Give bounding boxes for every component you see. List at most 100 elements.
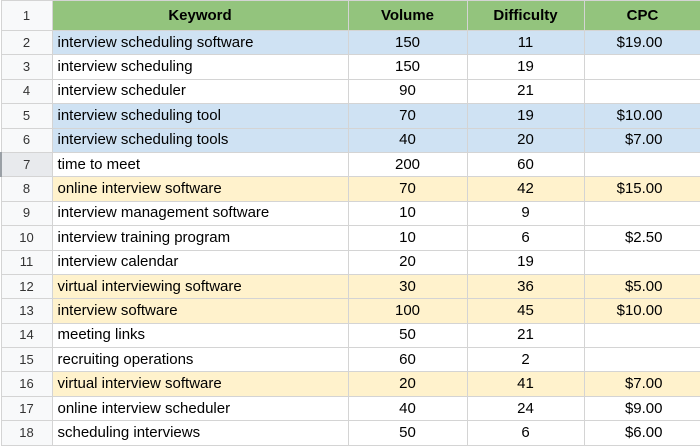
cpc-cell[interactable] <box>583 54 700 80</box>
volume-cell[interactable]: 50 <box>347 420 468 446</box>
volume-cell[interactable]: 20 <box>347 371 468 397</box>
difficulty-cell[interactable]: 6 <box>466 225 585 251</box>
cpc-cell[interactable]: $7.00 <box>583 127 700 153</box>
cpc-cell[interactable] <box>583 151 700 178</box>
keyword-cell[interactable]: online interview scheduler <box>51 395 349 422</box>
cpc-cell[interactable] <box>583 249 700 275</box>
table-row: 18 scheduling interviews 50 6 $6.00 <box>0 420 700 446</box>
difficulty-cell[interactable]: 11 <box>466 29 585 56</box>
cpc-cell[interactable] <box>583 322 700 349</box>
keyword-cell[interactable]: time to meet <box>51 151 349 178</box>
row-header[interactable]: 11 <box>0 249 53 275</box>
table-row: 6 interview scheduling tools 40 20 $7.00 <box>0 127 700 153</box>
row-header[interactable]: 17 <box>0 395 53 422</box>
row-header[interactable]: 5 <box>0 103 53 129</box>
row-header[interactable]: 16 <box>0 371 53 397</box>
cpc-cell[interactable] <box>583 78 700 105</box>
keyword-cell[interactable]: online interview software <box>51 176 349 202</box>
row-header[interactable]: 7 <box>0 151 53 178</box>
volume-cell[interactable]: 150 <box>347 29 468 56</box>
volume-cell[interactable]: 30 <box>347 273 468 300</box>
keyword-cell[interactable]: interview scheduling tool <box>51 103 349 129</box>
volume-cell[interactable]: 60 <box>347 347 468 373</box>
row-header[interactable]: 4 <box>0 78 53 105</box>
difficulty-cell[interactable]: 42 <box>466 176 585 202</box>
header-volume[interactable]: Volume <box>347 0 468 31</box>
volume-cell[interactable]: 10 <box>347 200 468 227</box>
row-header[interactable]: 8 <box>0 176 53 202</box>
header-difficulty[interactable]: Difficulty <box>466 0 585 31</box>
row-header[interactable]: 10 <box>0 225 53 251</box>
volume-cell[interactable]: 150 <box>347 54 468 80</box>
keyword-cell[interactable]: interview scheduling tools <box>51 127 349 153</box>
row-header[interactable]: 18 <box>0 420 53 446</box>
table-row: 13 interview software 100 45 $10.00 <box>0 298 700 324</box>
row-header[interactable]: 2 <box>0 29 53 56</box>
row-header[interactable]: 9 <box>0 200 53 227</box>
volume-cell[interactable]: 90 <box>347 78 468 105</box>
keyword-cell[interactable]: interview training program <box>51 225 349 251</box>
keyword-cell[interactable]: interview scheduling software <box>51 29 349 56</box>
keyword-cell[interactable]: interview calendar <box>51 249 349 275</box>
table-row: 4 interview scheduler 90 21 <box>0 78 700 105</box>
difficulty-cell[interactable]: 21 <box>466 78 585 105</box>
cpc-cell[interactable] <box>583 347 700 373</box>
difficulty-cell[interactable]: 2 <box>466 347 585 373</box>
volume-cell[interactable]: 50 <box>347 322 468 349</box>
header-keyword[interactable]: Keyword <box>51 0 349 31</box>
row-header[interactable]: 15 <box>0 347 53 373</box>
volume-cell[interactable]: 70 <box>347 103 468 129</box>
volume-cell[interactable]: 40 <box>347 395 468 422</box>
keyword-cell[interactable]: virtual interview software <box>51 371 349 397</box>
keyword-cell[interactable]: interview software <box>51 298 349 324</box>
row-header[interactable]: 14 <box>0 322 53 349</box>
keyword-cell[interactable]: interview scheduling <box>51 54 349 80</box>
keyword-cell[interactable]: meeting links <box>51 322 349 349</box>
cpc-cell[interactable]: $15.00 <box>583 176 700 202</box>
volume-cell[interactable]: 20 <box>347 249 468 275</box>
cpc-cell[interactable] <box>583 200 700 227</box>
keyword-cell[interactable]: virtual interviewing software <box>51 273 349 300</box>
difficulty-cell[interactable]: 41 <box>466 371 585 397</box>
table-row: 14 meeting links 50 21 <box>0 322 700 349</box>
difficulty-cell[interactable]: 24 <box>466 395 585 422</box>
table-row: 2 interview scheduling software 150 11 $19.0… <box>0 29 700 56</box>
volume-cell[interactable]: 40 <box>347 127 468 153</box>
difficulty-cell[interactable]: 20 <box>466 127 585 153</box>
volume-cell[interactable]: 10 <box>347 225 468 251</box>
cpc-cell[interactable]: $10.00 <box>583 103 700 129</box>
keyword-cell[interactable]: interview management software <box>51 200 349 227</box>
volume-cell[interactable]: 70 <box>347 176 468 202</box>
keyword-cell[interactable]: recruiting operations <box>51 347 349 373</box>
cpc-cell[interactable]: $6.00 <box>583 420 700 446</box>
cpc-cell[interactable]: $9.00 <box>583 395 700 422</box>
difficulty-cell[interactable]: 60 <box>466 151 585 178</box>
cpc-cell[interactable]: $7.00 <box>583 371 700 397</box>
row-header[interactable]: 12 <box>0 273 53 300</box>
difficulty-cell[interactable]: 19 <box>466 103 585 129</box>
table-row: 7 time to meet 200 60 <box>0 151 700 178</box>
table-row: 9 interview management software 10 9 <box>0 200 700 227</box>
row-header[interactable]: 1 <box>0 0 53 31</box>
header-row: 1 Keyword Volume Difficulty CPC <box>0 0 700 31</box>
difficulty-cell[interactable]: 19 <box>466 249 585 275</box>
table-row: 17 online interview scheduler 40 24 $9.00 <box>0 395 700 422</box>
difficulty-cell[interactable]: 9 <box>466 200 585 227</box>
volume-cell[interactable]: 100 <box>347 298 468 324</box>
difficulty-cell[interactable]: 21 <box>466 322 585 349</box>
difficulty-cell[interactable]: 6 <box>466 420 585 446</box>
difficulty-cell[interactable]: 36 <box>466 273 585 300</box>
row-header[interactable]: 3 <box>0 54 53 80</box>
cpc-cell[interactable]: $2.50 <box>583 225 700 251</box>
cpc-cell[interactable]: $5.00 <box>583 273 700 300</box>
cpc-cell[interactable]: $10.00 <box>583 298 700 324</box>
keyword-cell[interactable]: interview scheduler <box>51 78 349 105</box>
row-header[interactable]: 13 <box>0 298 53 324</box>
row-header[interactable]: 6 <box>0 127 53 153</box>
difficulty-cell[interactable]: 45 <box>466 298 585 324</box>
volume-cell[interactable]: 200 <box>347 151 468 178</box>
difficulty-cell[interactable]: 19 <box>466 54 585 80</box>
cpc-cell[interactable]: $19.00 <box>583 29 700 56</box>
keyword-cell[interactable]: scheduling interviews <box>51 420 349 446</box>
header-cpc[interactable]: CPC <box>583 0 700 31</box>
